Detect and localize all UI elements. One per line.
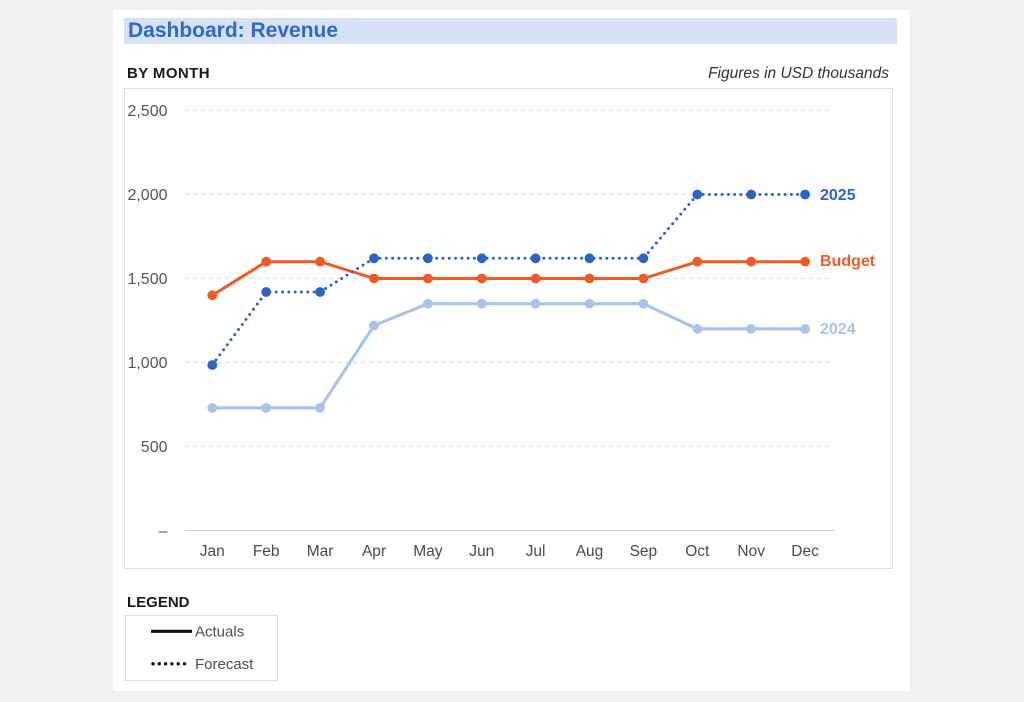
svg-text:Mar: Mar xyxy=(307,543,334,560)
svg-text:Feb: Feb xyxy=(253,543,280,560)
svg-text:500: 500 xyxy=(141,439,168,456)
svg-text:May: May xyxy=(413,543,443,560)
svg-text:Jan: Jan xyxy=(200,543,225,560)
svg-text:Jun: Jun xyxy=(469,543,494,560)
svg-text:Jul: Jul xyxy=(526,543,546,560)
svg-text:2,000: 2,000 xyxy=(127,187,167,204)
svg-text:Apr: Apr xyxy=(362,543,386,560)
svg-text:2,500: 2,500 xyxy=(127,103,167,120)
svg-text:Sep: Sep xyxy=(630,543,658,560)
svg-text:Actuals: Actuals xyxy=(195,624,244,641)
svg-text:Oct: Oct xyxy=(685,543,710,560)
svg-text:Forecast: Forecast xyxy=(195,656,254,673)
svg-text:–: – xyxy=(159,523,168,540)
svg-text:Aug: Aug xyxy=(576,543,604,560)
svg-text:Nov: Nov xyxy=(737,543,765,560)
svg-text:Dec: Dec xyxy=(791,543,819,560)
svg-text:1,000: 1,000 xyxy=(127,355,167,372)
svg-text:1,500: 1,500 xyxy=(127,271,167,288)
